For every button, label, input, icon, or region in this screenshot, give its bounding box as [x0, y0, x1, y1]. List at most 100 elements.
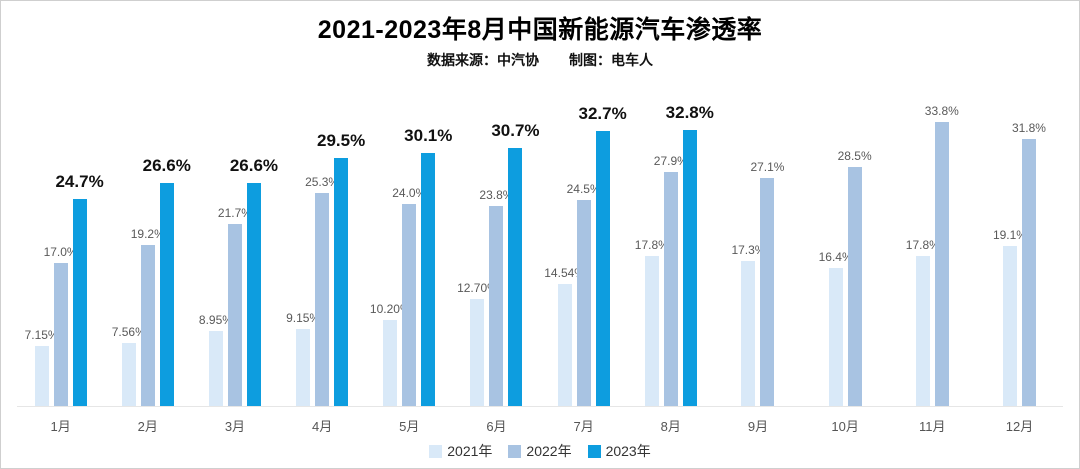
- bar-2022年-12月: 31.8%: [1012, 121, 1046, 406]
- bar-2023年-4月: 29.5%: [317, 131, 365, 406]
- bar-2021年-6月: 12.70%: [457, 281, 498, 406]
- legend-label: 2022年: [526, 443, 572, 459]
- bar-value-label: 33.8%: [924, 104, 959, 119]
- data-source-label: 数据来源：中汽协: [427, 52, 539, 68]
- bar-2021年-4月: 9.15%: [286, 311, 320, 406]
- x-tick-label-1月: 1月: [50, 419, 71, 434]
- legend-item-2021年: 2021年: [429, 441, 492, 461]
- bar-value-label: 28.5%: [837, 148, 872, 163]
- legend-label: 2023年: [605, 443, 651, 459]
- bar-2022年-7月: 24.5%: [567, 182, 601, 406]
- bar-value-label: 25.3%: [305, 175, 340, 190]
- bar-group-1月: 7.15% 17.0% 24.7%: [17, 74, 104, 406]
- bar-2022年-9月: 27.1%: [750, 160, 784, 406]
- plot-area: 7.15% 17.0% 24.7% 7.56% 19.2% 26.6% 8.95% 21.7%…: [17, 74, 1063, 407]
- x-axis: 1月 2月 3月 4月 5月 6月 7月 8月 9月 10月 11月 12月: [17, 412, 1063, 434]
- bar-value-label: 31.8%: [1011, 120, 1046, 135]
- bar-2021年-5月: 10.20%: [370, 302, 411, 406]
- bar-value-label: 19.1%: [992, 227, 1027, 242]
- bar-group-6月: 12.70% 23.8% 30.7%: [453, 74, 540, 406]
- bar-value-label: 26.6%: [142, 155, 191, 175]
- bar-2021年-3月: 8.95%: [199, 313, 233, 406]
- x-tick-label-2月: 2月: [137, 419, 158, 434]
- bar-2022年-11月: 33.8%: [925, 104, 959, 406]
- bar-value-label: 26.6%: [229, 155, 279, 175]
- legend-item-2023年: 2023年: [587, 441, 651, 461]
- bar-2022年-3月: 21.7%: [218, 206, 252, 406]
- bar-value-label: 30.7%: [491, 121, 540, 141]
- bar-2021年-9月: 17.3%: [731, 243, 765, 406]
- bar-2022年-6月: 23.8%: [479, 188, 513, 406]
- bar-2022年-2月: 19.2%: [131, 227, 165, 406]
- bar-value-label: 24.0%: [392, 186, 427, 201]
- bar-group-11月: 17.8% 33.8%: [889, 74, 976, 406]
- bar-group-12月: 19.1% 31.8%: [976, 74, 1063, 406]
- x-tick-label-3月: 3月: [224, 419, 246, 434]
- bar-group-2月: 7.56% 19.2% 26.6%: [104, 74, 191, 406]
- bar-2021年-1月: 7.15%: [25, 328, 59, 406]
- bar-2021年-8月: 17.8%: [635, 238, 669, 406]
- bar-value-label: 24.5%: [566, 182, 601, 197]
- chart-subtitle: 数据来源：中汽协 制图：电车人: [1, 50, 1079, 70]
- bar-value-label: 17.8%: [905, 238, 940, 253]
- bar-value-label: 17.8%: [634, 238, 669, 253]
- bar-group-7月: 14.54% 24.5% 32.7%: [540, 74, 627, 406]
- legend: 2021年 2022年 2023年: [1, 441, 1079, 461]
- bar-2021年-7月: 14.54%: [544, 266, 585, 406]
- legend-item-2022年: 2022年: [508, 441, 572, 461]
- bar-value-label: 16.4%: [818, 250, 853, 265]
- legend-label: 2021年: [447, 443, 493, 459]
- x-tick-label-8月: 8月: [660, 419, 681, 434]
- bar-value-label: 7.15%: [24, 327, 59, 342]
- bar-value-label: 23.8%: [479, 188, 514, 203]
- credit-label: 制图：电车人: [569, 52, 653, 68]
- bar-value-label: 7.56%: [111, 324, 146, 339]
- bar-2023年-2月: 26.6%: [143, 156, 191, 406]
- bar-value-label: 19.2%: [130, 226, 165, 241]
- x-tick-label-12月: 12月: [1005, 419, 1034, 434]
- bar-2023年-3月: 26.6%: [230, 156, 278, 406]
- bar-value-label: 14.54%: [544, 265, 585, 280]
- bar-value-label: 32.7%: [578, 104, 627, 124]
- bar-value-label: 10.20%: [369, 302, 411, 317]
- bar-value-label: 9.15%: [286, 311, 321, 326]
- legend-swatch: [429, 444, 443, 458]
- bar-2021年-12月: 19.1%: [993, 228, 1027, 406]
- bar-2021年-10月: 16.4%: [819, 250, 853, 406]
- bar-group-4月: 9.15% 25.3% 29.5%: [279, 74, 366, 406]
- x-tick-label-4月: 4月: [311, 419, 333, 434]
- bar-2022年-1月: 17.0%: [44, 245, 78, 406]
- bar-value-label: 32.8%: [665, 103, 714, 123]
- bar-2022年-5月: 24.0%: [392, 186, 426, 406]
- bar-value-label: 29.5%: [316, 131, 366, 151]
- bar-value-label: 17.3%: [731, 242, 766, 257]
- bar-group-3月: 8.95% 21.7% 26.6%: [191, 74, 278, 406]
- bar-value-label: 17.0%: [43, 245, 78, 260]
- bar-value-label: 27.9%: [653, 153, 688, 168]
- bar-2023年-6月: 30.7%: [491, 121, 540, 406]
- x-tick-label-9月: 9月: [747, 419, 769, 434]
- bar-2022年-10月: 28.5%: [838, 149, 872, 406]
- bar-2023年-8月: 32.8%: [666, 103, 714, 406]
- chart-title: 2021-2023年8月中国新能源汽车渗透率: [317, 16, 763, 44]
- x-tick-label-10月: 10月: [831, 419, 859, 434]
- x-tick-label-7月: 7月: [573, 419, 594, 434]
- bar-group-5月: 10.20% 24.0% 30.1%: [366, 74, 453, 406]
- bar-2022年-8月: 27.9%: [654, 154, 688, 406]
- bar-2021年-2月: 7.56%: [112, 325, 146, 406]
- bar-group-9月: 17.3% 27.1%: [714, 74, 801, 406]
- x-tick-label-11月: 11月: [919, 419, 946, 434]
- bar-2021年-11月: 17.8%: [906, 238, 940, 406]
- x-tick-label-6月: 6月: [486, 419, 507, 434]
- bar-2023年-7月: 32.7%: [579, 104, 627, 406]
- bar-value-label: 8.95%: [198, 312, 233, 327]
- bar-value-label: 27.1%: [750, 160, 785, 175]
- bar-value-label: 30.1%: [404, 126, 453, 146]
- bar-value-label: 24.7%: [55, 171, 104, 191]
- legend-swatch: [587, 444, 601, 458]
- bar-2023年-1月: 24.7%: [55, 172, 104, 406]
- legend-swatch: [508, 444, 522, 458]
- bar-2023年-5月: 30.1%: [404, 126, 452, 406]
- bar-value-label: 21.7%: [217, 205, 252, 220]
